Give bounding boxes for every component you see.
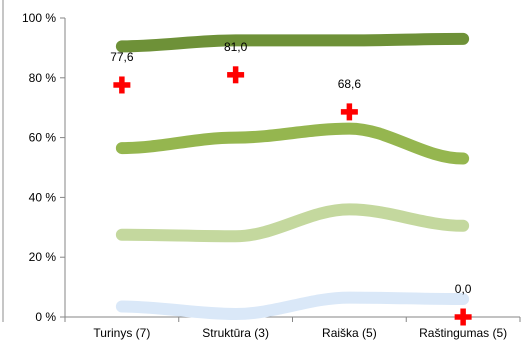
- axes: 0 % 20 % 40 % 60 % 80 % 100 % Turinys (7) Struk…: [2, 0, 521, 340]
- series-line-1: [115, 291, 470, 321]
- cross-marker-v: [232, 66, 239, 84]
- x-category-label: Turinys (7): [93, 326, 150, 340]
- x-category-label: Struktūra (3): [202, 326, 269, 340]
- series-line-4: [115, 32, 470, 53]
- data-label: 81,0: [224, 40, 248, 54]
- series-markers: [113, 66, 472, 326]
- data-labels: 77,6 81,0 68,6 0,0: [110, 40, 472, 296]
- y-tick-label: 40 %: [29, 190, 57, 204]
- y-tick-label: 0 %: [35, 310, 56, 324]
- cross-marker-v: [119, 76, 125, 94]
- x-category-label: Raštingumas (5): [419, 326, 507, 340]
- data-label: 0,0: [455, 282, 472, 296]
- series-line-2: [115, 203, 470, 243]
- series-line-3: [115, 122, 470, 165]
- y-tick-label: 60 %: [29, 131, 57, 145]
- cross-marker-v: [460, 308, 466, 326]
- cross-marker-v: [346, 103, 353, 121]
- y-tick-label: 20 %: [29, 250, 57, 264]
- data-label: 77,6: [110, 50, 134, 64]
- y-tick-label: 80 %: [29, 71, 57, 85]
- x-category-label: Raiška (5): [322, 326, 377, 340]
- y-tick-label: 100 %: [22, 11, 56, 25]
- series-lines: [115, 32, 470, 321]
- data-label: 68,6: [338, 77, 362, 91]
